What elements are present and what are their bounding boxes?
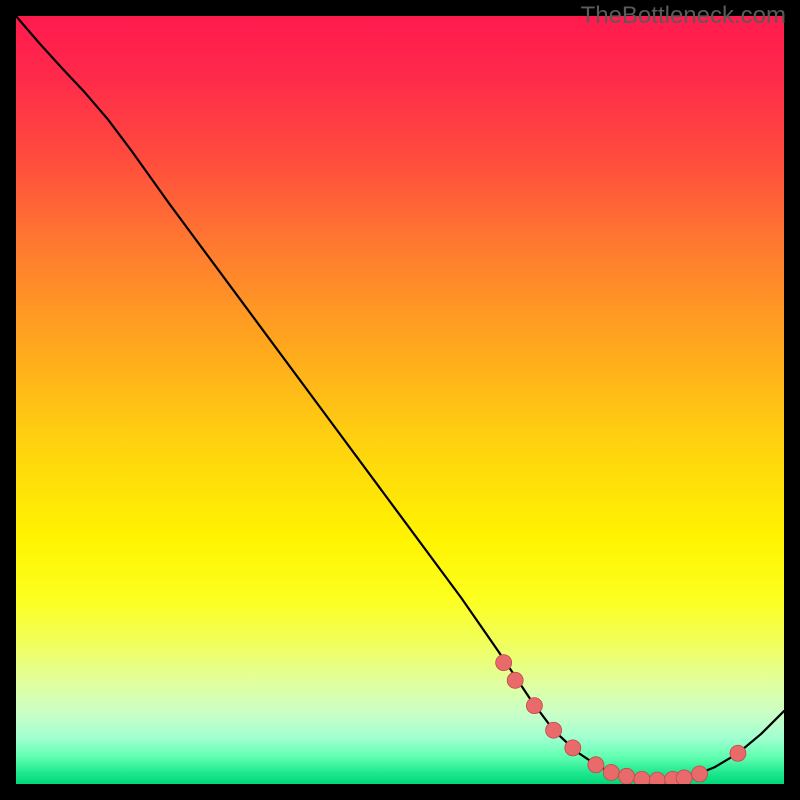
data-marker [565, 740, 581, 756]
data-markers [496, 655, 746, 784]
data-marker [603, 764, 619, 780]
data-marker [526, 698, 542, 714]
watermark-text: TheBottleneck.com [581, 2, 786, 30]
data-marker [588, 757, 604, 773]
data-marker [730, 745, 746, 761]
chart-plot-area [16, 16, 784, 784]
data-marker [496, 655, 512, 671]
data-marker [546, 722, 562, 738]
data-marker [507, 672, 523, 688]
data-marker [649, 772, 665, 784]
data-marker [676, 770, 692, 784]
data-marker [634, 771, 650, 784]
data-marker [619, 768, 635, 784]
data-marker [692, 766, 708, 782]
bottleneck-curve [16, 16, 784, 780]
chart-curve-layer [16, 16, 784, 784]
